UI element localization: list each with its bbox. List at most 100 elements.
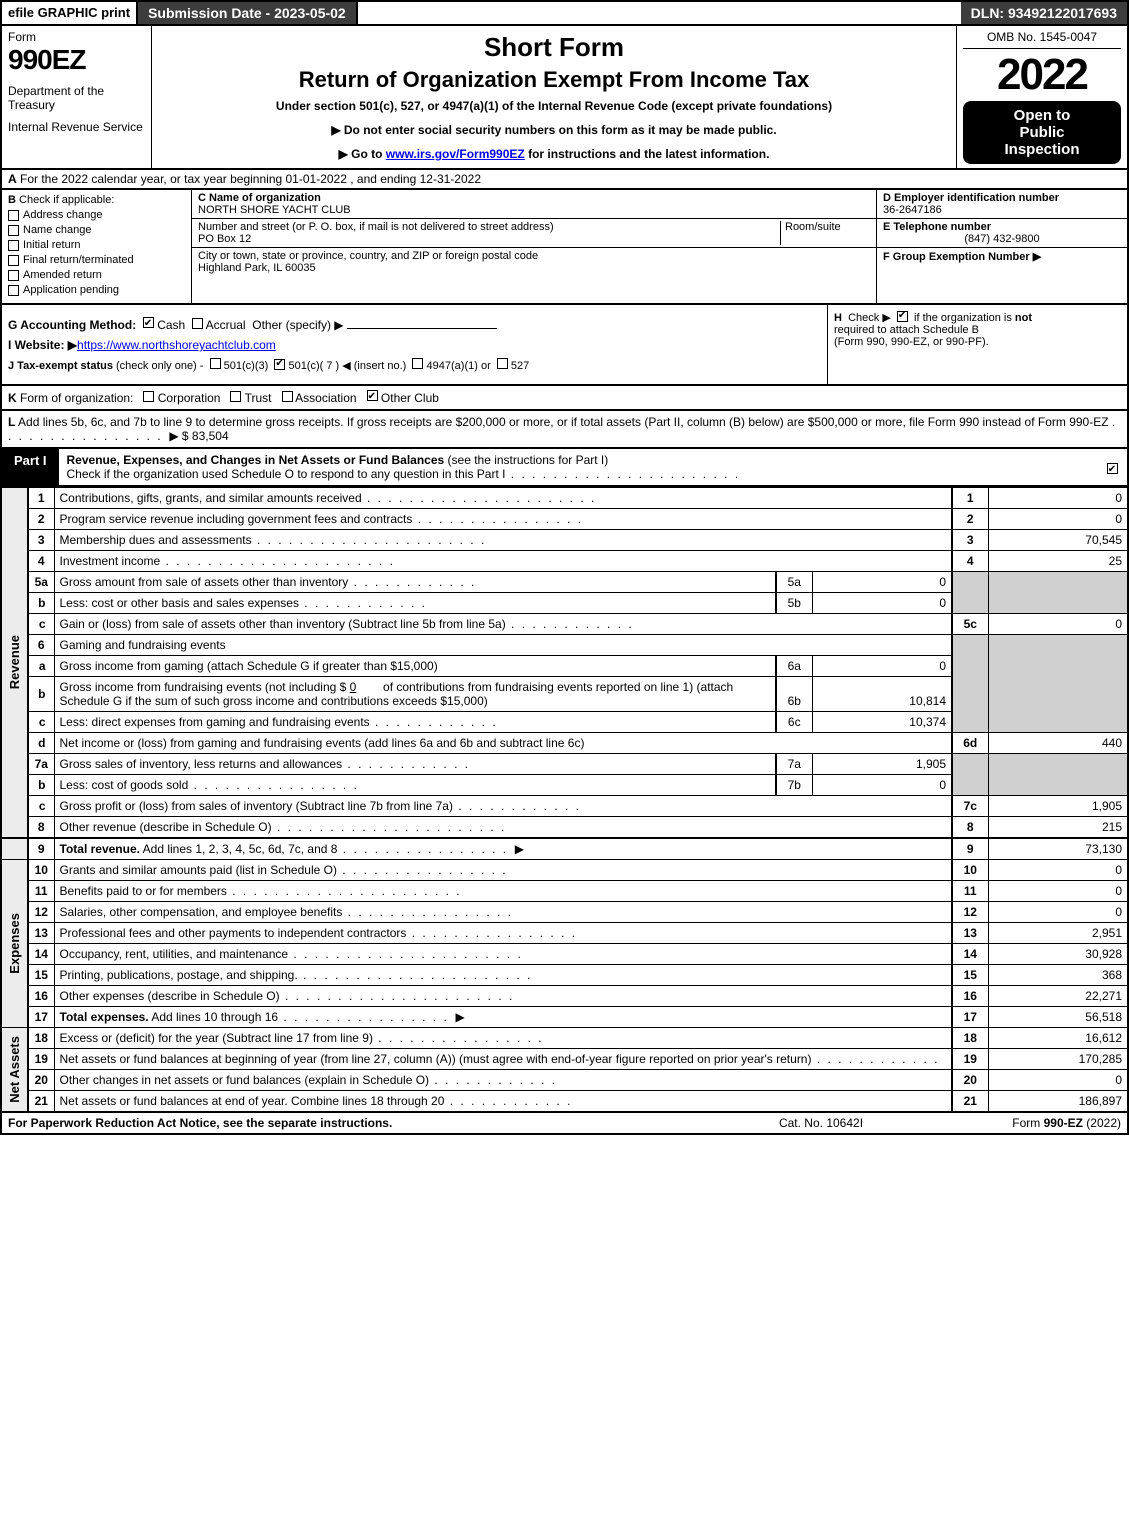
line-num: 6d	[952, 733, 988, 754]
line-value: 70,545	[988, 530, 1128, 551]
row-num: 11	[28, 881, 54, 902]
row-desc: Less: cost of goods sold	[54, 775, 776, 796]
line-value: 186,897	[988, 1091, 1128, 1113]
row-desc: Net assets or fund balances at beginning…	[54, 1049, 952, 1070]
inspection-line1: Open to	[965, 107, 1119, 124]
checkbox-application-pending[interactable]	[8, 285, 19, 296]
row-num: 4	[28, 551, 54, 572]
checkbox-trust[interactable]	[230, 391, 241, 402]
row-desc: Gross income from fundraising events (no…	[54, 677, 776, 712]
checkbox-accrual[interactable]	[192, 318, 203, 329]
revenue-side-label: Revenue	[1, 488, 28, 839]
dots-icon	[373, 1031, 544, 1045]
checkbox-final-return[interactable]	[8, 255, 19, 266]
warning-goto: ▶ Go to www.irs.gov/Form990EZ for instru…	[162, 147, 946, 161]
header-right: OMB No. 1545-0047 2022 Open to Public In…	[957, 26, 1127, 168]
checkbox-initial-return[interactable]	[8, 240, 19, 251]
table-row: 5a Gross amount from sale of assets othe…	[1, 572, 1128, 593]
row-num: c	[28, 796, 54, 817]
section-ghij: G Accounting Method: Cash Accrual Other …	[0, 305, 1129, 386]
table-row: 20 Other changes in net assets or fund b…	[1, 1070, 1128, 1091]
line-value: 0	[988, 509, 1128, 530]
sub-value: 1,905	[812, 754, 952, 775]
warning-ssn: ▶ Do not enter social security numbers o…	[162, 123, 946, 137]
line-k: K Form of organization: Corporation Trus…	[0, 386, 1129, 411]
grey-cell	[988, 635, 1128, 733]
dots-icon	[342, 757, 470, 771]
dots-icon	[298, 968, 533, 982]
dots-icon	[348, 575, 476, 589]
row-desc: Less: cost or other basis and sales expe…	[54, 593, 776, 614]
checkbox-name-change[interactable]	[8, 225, 19, 236]
sub-label: 6a	[776, 656, 812, 677]
efile-print-label[interactable]: efile GRAPHIC print	[2, 2, 138, 24]
line-num: 1	[952, 488, 988, 509]
main-table: Revenue 1 Contributions, gifts, grants, …	[0, 487, 1129, 1113]
line-num: 9	[952, 838, 988, 860]
line-num: 21	[952, 1091, 988, 1113]
row-num: b	[28, 677, 54, 712]
phone-value: (847) 432-9800	[883, 233, 1121, 245]
checkbox-h[interactable]	[897, 311, 908, 322]
j-4947: 4947(a)(1) or	[427, 360, 491, 372]
e-label: E Telephone number	[883, 221, 991, 233]
checkbox-amended-return[interactable]	[8, 270, 19, 281]
line-value: 0	[988, 902, 1128, 923]
row-num: b	[28, 775, 54, 796]
label-initial-return: Initial return	[23, 239, 80, 251]
row-num: b	[28, 593, 54, 614]
table-row: 21 Net assets or fund balances at end of…	[1, 1091, 1128, 1113]
sub-label: 7b	[776, 775, 812, 796]
g-other: Other (specify) ▶	[252, 318, 343, 332]
row-desc: Less: direct expenses from gaming and fu…	[54, 712, 776, 733]
footer-left: For Paperwork Reduction Act Notice, see …	[8, 1116, 721, 1130]
checkbox-address-change[interactable]	[8, 210, 19, 221]
row-desc: Gross sales of inventory, less returns a…	[54, 754, 776, 775]
row-desc: Professional fees and other payments to …	[54, 923, 952, 944]
irs-link[interactable]: www.irs.gov/Form990EZ	[386, 147, 525, 161]
checkbox-other-org[interactable]	[367, 390, 378, 401]
table-row: 8 Other revenue (describe in Schedule O)…	[1, 817, 1128, 839]
h-text4: (Form 990, 990-EZ, or 990-PF).	[834, 336, 1121, 348]
table-row: c Gain or (loss) from sale of assets oth…	[1, 614, 1128, 635]
arrow-icon: ▶	[515, 842, 524, 856]
sub-value: 0	[812, 775, 952, 796]
label-name-change: Name change	[23, 224, 92, 236]
inspection-line3: Inspection	[965, 141, 1119, 158]
line-num: 7c	[952, 796, 988, 817]
row-num: 16	[28, 986, 54, 1007]
footer-right-suffix: (2022)	[1083, 1116, 1121, 1130]
dept-irs: Internal Revenue Service	[8, 120, 145, 134]
dots-icon	[412, 512, 583, 526]
i-label: I Website: ▶	[8, 338, 77, 352]
table-row: 15 Printing, publications, postage, and …	[1, 965, 1128, 986]
checkbox-501c[interactable]	[274, 359, 285, 370]
checkbox-4947[interactable]	[412, 358, 423, 369]
table-row: 7a Gross sales of inventory, less return…	[1, 754, 1128, 775]
part1-title: Revenue, Expenses, and Changes in Net As…	[59, 449, 1097, 485]
line-num: 17	[952, 1007, 988, 1028]
website-link[interactable]: https://www.northshoreyachtclub.com	[77, 338, 276, 352]
line-value: 440	[988, 733, 1128, 754]
part1-check-cell	[1097, 449, 1127, 485]
goto-prefix: ▶ Go to	[339, 147, 386, 161]
checkbox-cash[interactable]	[143, 317, 154, 328]
line-value: 0	[988, 860, 1128, 881]
checkbox-association[interactable]	[282, 391, 293, 402]
part1-title-bold: Revenue, Expenses, and Changes in Net As…	[67, 453, 445, 467]
line-value: 25	[988, 551, 1128, 572]
checkbox-527[interactable]	[497, 358, 508, 369]
row-num: 14	[28, 944, 54, 965]
dots-icon	[280, 989, 515, 1003]
checkbox-part1-schedule-o[interactable]	[1107, 463, 1118, 474]
row-desc: Gross amount from sale of assets other t…	[54, 572, 776, 593]
l-amount: ▶ $ 83,504	[169, 429, 228, 443]
netassets-side-label: Net Assets	[1, 1028, 28, 1113]
sub-value: 0	[812, 593, 952, 614]
checkbox-501c3[interactable]	[210, 358, 221, 369]
sub-label: 5a	[776, 572, 812, 593]
footer-right: Form 990-EZ (2022)	[921, 1116, 1121, 1130]
table-row: Net Assets 18 Excess or (deficit) for th…	[1, 1028, 1128, 1049]
checkbox-corporation[interactable]	[143, 391, 154, 402]
row-desc: Other expenses (describe in Schedule O)	[54, 986, 952, 1007]
